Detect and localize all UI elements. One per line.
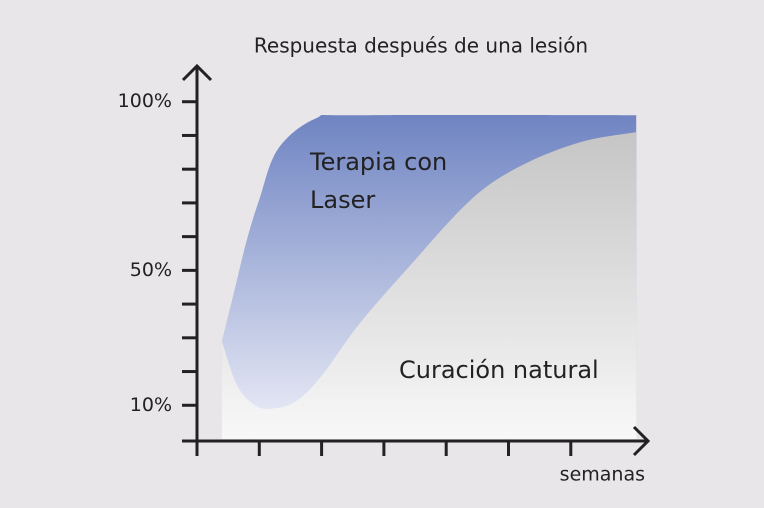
x-axis-label: semanas — [560, 464, 645, 486]
y-tick-label: 100% — [118, 90, 172, 112]
y-tick-label: 50% — [130, 259, 172, 281]
series-label: Curación natural — [399, 356, 599, 384]
x-axis-arrow — [632, 425, 651, 457]
y-tick-label: 10% — [130, 394, 172, 416]
chart-title: Respuesta después de una lesión — [254, 34, 588, 58]
series-label: Terapia con Laser — [310, 148, 448, 214]
area — [221, 132, 637, 439]
y-axis-arrow — [181, 63, 213, 82]
